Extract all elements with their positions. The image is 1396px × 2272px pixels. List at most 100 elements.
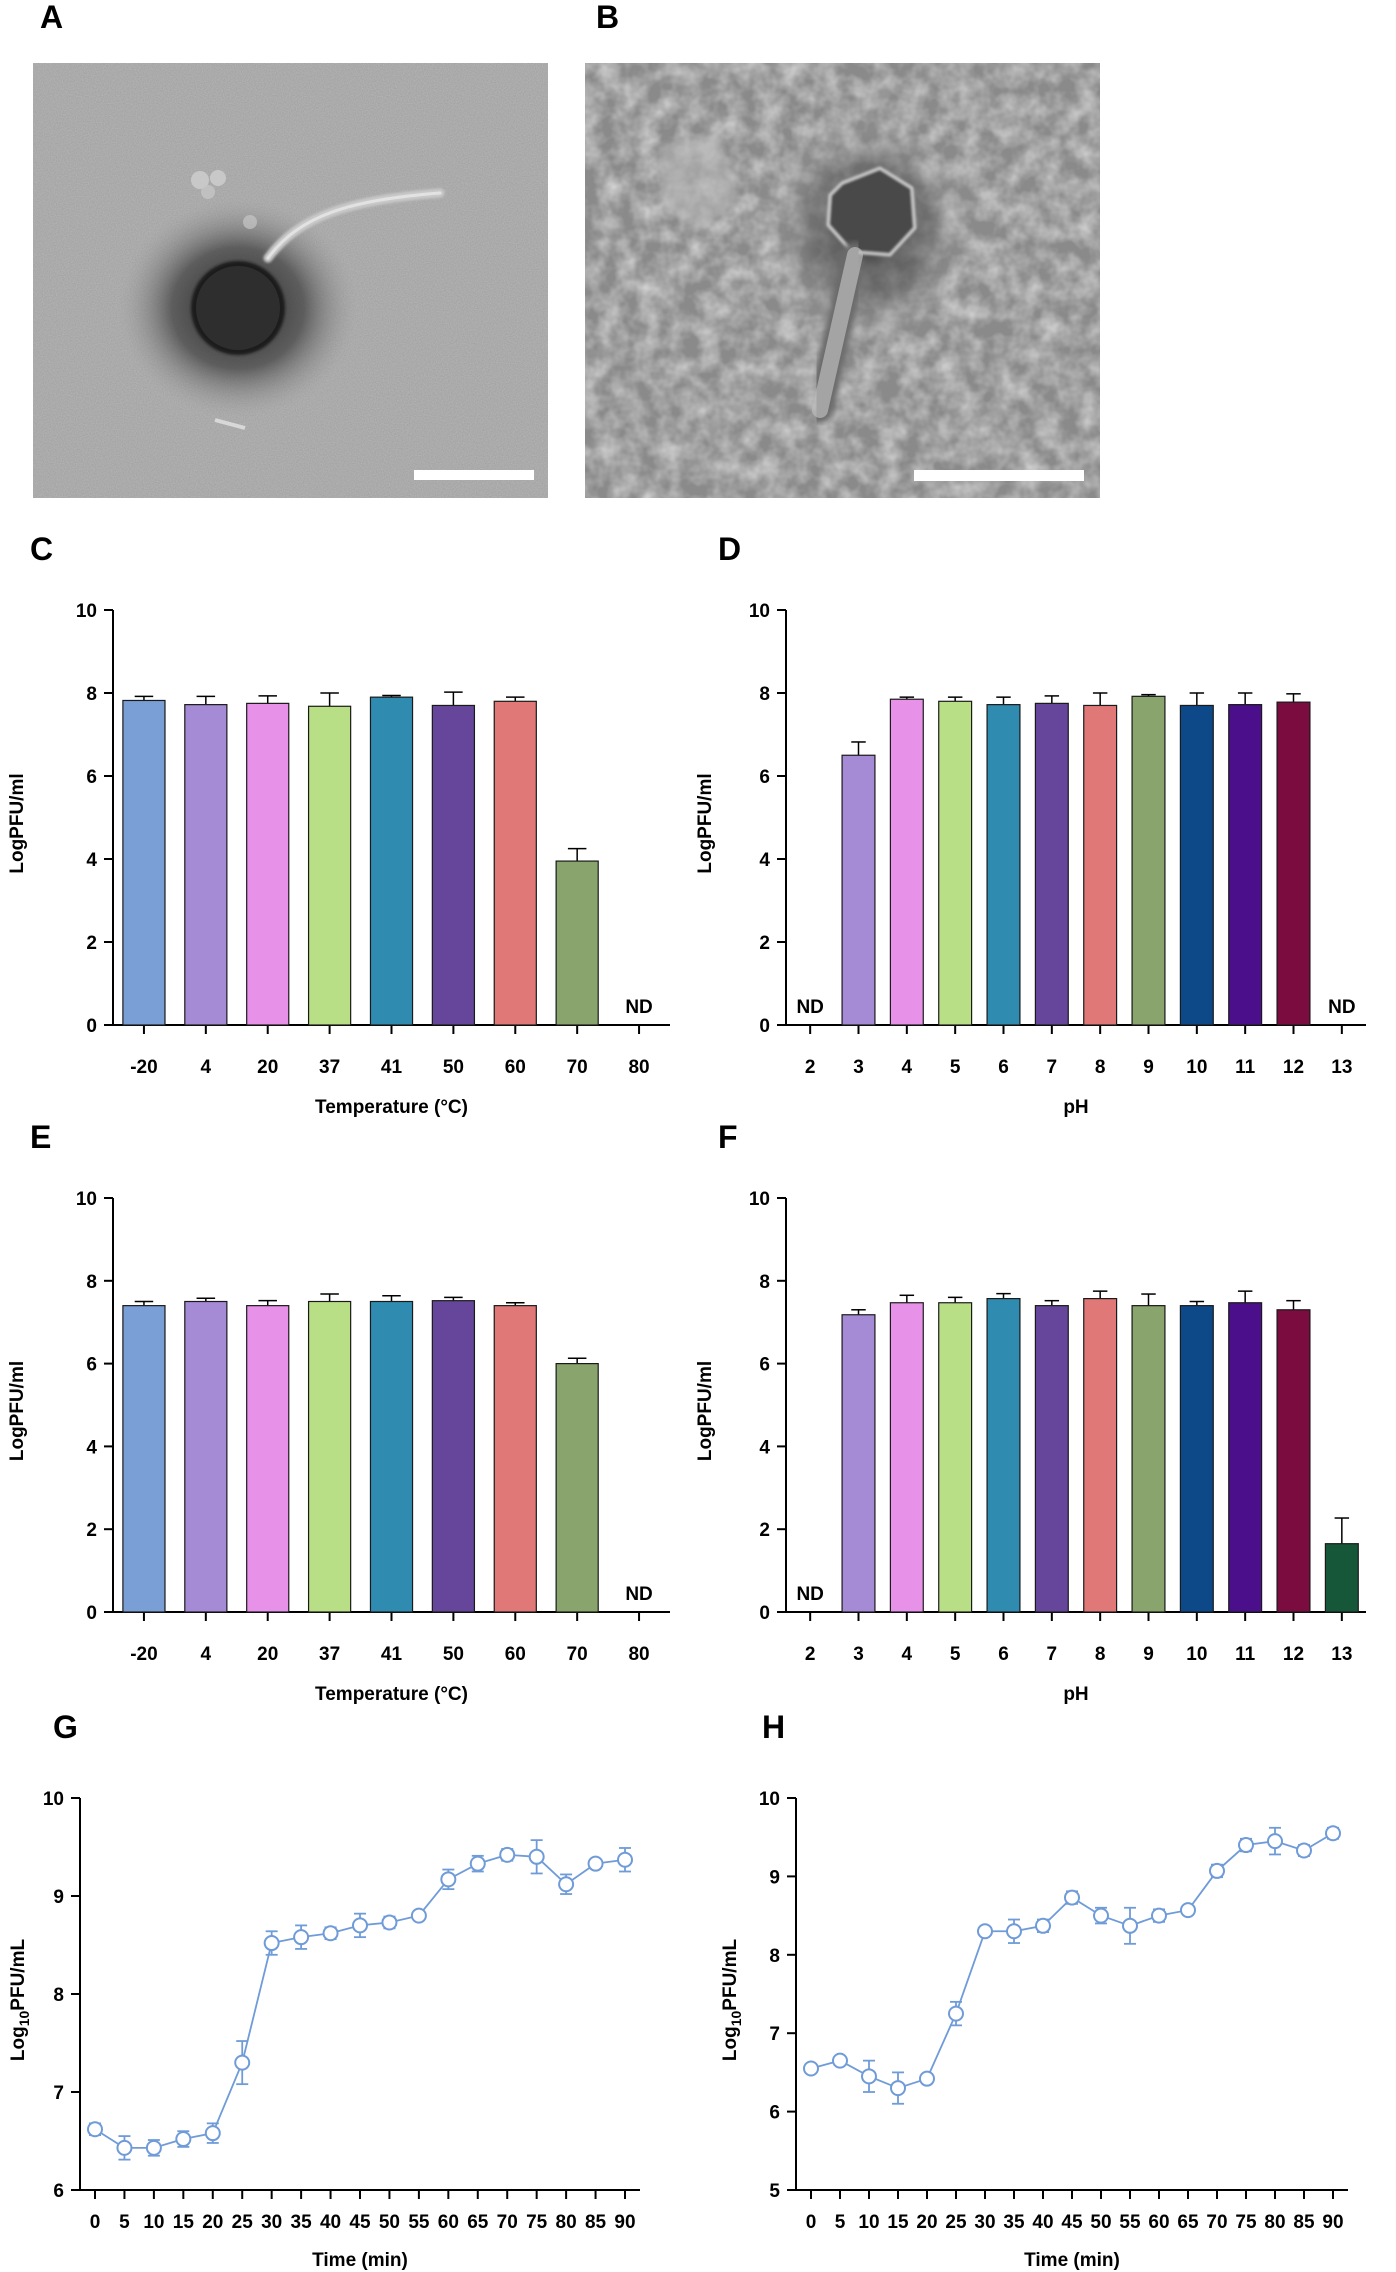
x-tick-label: 20 [916, 2212, 937, 2233]
y-axis-title: LogPFU/ml [695, 773, 716, 873]
bar-10 [1179, 704, 1214, 1026]
y-tick-label: 10 [43, 1789, 64, 1810]
bar-20 [246, 1305, 290, 1613]
y-tick-label: 4 [86, 850, 97, 871]
y-tick-label: 0 [86, 1603, 97, 1624]
x-tick-label: 9 [1143, 1057, 1154, 1078]
y-tick-label: 6 [769, 2103, 780, 2124]
x-tick-label: 2 [805, 1644, 816, 1665]
y-axis-title: LogPFU/ml [7, 1361, 28, 1461]
y-tick-label: 2 [86, 1520, 97, 1541]
y-tick-label: 4 [86, 1437, 97, 1458]
y-tick-label: 0 [86, 1016, 97, 1037]
x-tick-label: 50 [379, 2212, 400, 2233]
bar--20 [122, 699, 166, 1026]
data-point-55 [1122, 1917, 1138, 1934]
x-tick-label: 7 [1047, 1644, 1058, 1665]
panel-letter-a: A [40, 0, 63, 35]
x-tick-label: 25 [232, 2212, 254, 2233]
y-tick-label: 2 [759, 1520, 770, 1541]
x-tick-label: 4 [902, 1644, 913, 1665]
x-tick-label: 37 [319, 1644, 340, 1665]
data-point-65 [1180, 1902, 1196, 1919]
nd-label: ND [625, 1584, 652, 1605]
y-axis-title-subscript: 10 [728, 2010, 744, 2026]
panel-a: A [33, 0, 548, 498]
data-point-80 [558, 1876, 575, 1893]
x-tick-label: 7 [1047, 1057, 1058, 1078]
bar-4 [184, 704, 228, 1026]
y-tick-label: 10 [749, 1189, 770, 1210]
y-tick-label: 7 [53, 2083, 64, 2104]
bar-11 [1228, 1302, 1263, 1613]
series-line [94, 1853, 626, 2149]
y-tick-label: 8 [769, 1946, 780, 1967]
y-tick-label: 8 [86, 684, 97, 705]
y-axis-title-unit: PFU/mL [8, 1939, 29, 2011]
nd-label: ND [796, 1584, 823, 1605]
x-tick-label: 13 [1331, 1644, 1352, 1665]
x-tick-label: 8 [1095, 1057, 1106, 1078]
y-tick-label: 8 [53, 1985, 64, 2006]
chart-panel-c: C 0 2 4 6 8 10 -20 4 20 37 41 50 60 70 80 ND Temperature … [7, 531, 670, 1118]
x-tick-label: 15 [887, 2212, 909, 2233]
x-tick-label: 12 [1283, 1057, 1304, 1078]
x-tick-label: 4 [201, 1644, 212, 1665]
panel-letter-d: D [718, 531, 741, 567]
x-axis-title: Temperature (°C) [315, 1684, 468, 1705]
data-point-50 [381, 1914, 398, 1931]
data-point-30 [977, 1923, 993, 1940]
data-point-0 [803, 2060, 819, 2077]
data-point-0 [87, 2121, 103, 2138]
x-tick-label: 2 [805, 1057, 816, 1078]
x-tick-label: 45 [349, 2212, 371, 2233]
y-tick-label: 2 [759, 933, 770, 954]
y-tick-label: 0 [759, 1016, 770, 1037]
panel-letter-g: G [53, 1709, 78, 1745]
x-tick-label: 20 [202, 2212, 223, 2233]
y-tick-label: 4 [759, 1437, 770, 1458]
y-tick-label: 8 [759, 684, 770, 705]
x-tick-label: 9 [1143, 1644, 1154, 1665]
nd-label: ND [1328, 997, 1355, 1018]
data-point-10 [861, 2068, 877, 2085]
data-point-45 [1064, 1889, 1080, 1906]
y-axis-title: Log10PFU/mL [8, 1939, 32, 2062]
x-tick-label: 10 [143, 2212, 164, 2233]
x-tick-label: 5 [835, 2212, 846, 2233]
x-tick-label: 10 [1186, 1057, 1207, 1078]
panel-letter-b: B [596, 0, 619, 35]
x-tick-label: 70 [567, 1057, 588, 1078]
x-tick-label: 50 [1090, 2212, 1111, 2233]
x-tick-label: 60 [505, 1644, 526, 1665]
x-tick-label: 55 [408, 2212, 430, 2233]
panel-letter-c: C [30, 531, 53, 567]
y-tick-label: 5 [769, 2181, 780, 2202]
y-tick-label: 10 [759, 1789, 780, 1810]
data-point-70 [499, 1846, 516, 1863]
data-point-5 [832, 2052, 848, 2069]
bar-12 [1276, 701, 1311, 1026]
data-point-90 [1325, 1825, 1341, 1842]
data-point-75 [528, 1848, 545, 1865]
data-point-15 [890, 2080, 906, 2097]
chart-panel-e: E 0 2 4 6 8 10 -20 4 20 37 41 50 60 70 80 ND Temperature … [7, 1119, 670, 1705]
x-tick-label: 4 [201, 1057, 212, 1078]
panel-b: B [585, 0, 1100, 498]
panel-letter-e: E [30, 1119, 51, 1155]
x-tick-label: 70 [1206, 2212, 1227, 2233]
x-tick-label: 20 [257, 1644, 278, 1665]
data-point-85 [1296, 1842, 1312, 1859]
x-tick-label: 80 [628, 1057, 649, 1078]
x-tick-label: 35 [1003, 2212, 1025, 2233]
x-tick-label: 85 [585, 2212, 607, 2233]
x-tick-label: 10 [1186, 1644, 1207, 1665]
x-tick-label: 75 [1235, 2212, 1257, 2233]
x-tick-label: 90 [614, 2212, 635, 2233]
y-axis-title-subscript: 10 [16, 2010, 32, 2026]
x-tick-label: 8 [1095, 1644, 1106, 1665]
y-tick-label: 6 [759, 1355, 770, 1376]
data-point-60 [1151, 1907, 1167, 1924]
y-axis-title: LogPFU/ml [7, 773, 28, 873]
micrograph-b [585, 63, 1100, 498]
